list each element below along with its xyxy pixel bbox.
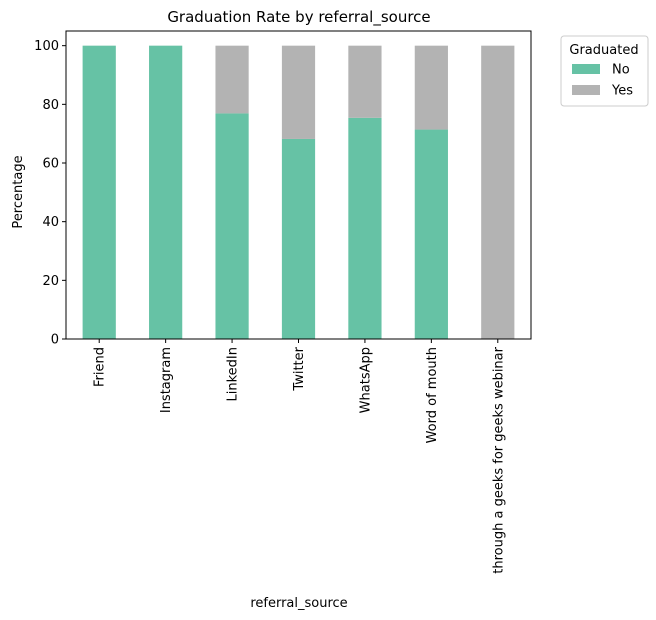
bar-yes-5 (414, 45, 448, 130)
bar-no-2 (215, 113, 249, 339)
legend-title: Graduated (569, 43, 638, 58)
y-tick-label: 100 (34, 39, 59, 54)
bar-yes-6 (481, 45, 515, 340)
legend-items: No Yes (572, 63, 633, 99)
x-tick-label: Friend (93, 347, 108, 387)
bar-no-3 (281, 138, 316, 339)
legend-swatch-no (572, 64, 600, 74)
x-tick-label: Instagram (159, 347, 174, 413)
x-tick-label: Word of mouth (425, 347, 440, 443)
bar-yes-4 (348, 45, 382, 118)
legend-label-yes: Yes (611, 84, 633, 99)
bar-no-4 (348, 117, 382, 340)
legend: Graduated No Yes (560, 35, 649, 107)
y-axis-label: Percentage (11, 155, 26, 228)
bar-no-1 (149, 45, 183, 340)
bar-yes-3 (281, 45, 316, 139)
bar-no-0 (82, 45, 116, 340)
bar-yes-2 (215, 45, 249, 114)
x-tick-label: LinkedIn (226, 347, 241, 401)
x-axis-label: referral_source (250, 596, 347, 611)
x-tick-label: WhatsApp (358, 347, 373, 413)
legend-swatch-yes (572, 85, 600, 95)
y-axis: 0 20 40 60 80 100 (34, 39, 66, 348)
y-tick-label: 0 (51, 333, 59, 348)
x-axis: Friend Instagram LinkedIn Twitter WhatsApp Wo… (93, 339, 506, 574)
bar-no-5 (414, 129, 448, 339)
y-tick-label: 80 (42, 98, 59, 113)
y-tick-label: 60 (42, 157, 59, 172)
x-tick-label: Twitter (292, 346, 307, 391)
y-tick-label: 20 (42, 274, 59, 289)
x-tick-label: through a geeks for geeks webinar (491, 346, 506, 573)
legend-label-no: No (612, 63, 630, 78)
plot-frame (65, 30, 532, 340)
bars-group (82, 45, 515, 340)
y-tick-label: 40 (42, 215, 59, 230)
chart-title: Graduation Rate by referral_source (167, 8, 430, 27)
